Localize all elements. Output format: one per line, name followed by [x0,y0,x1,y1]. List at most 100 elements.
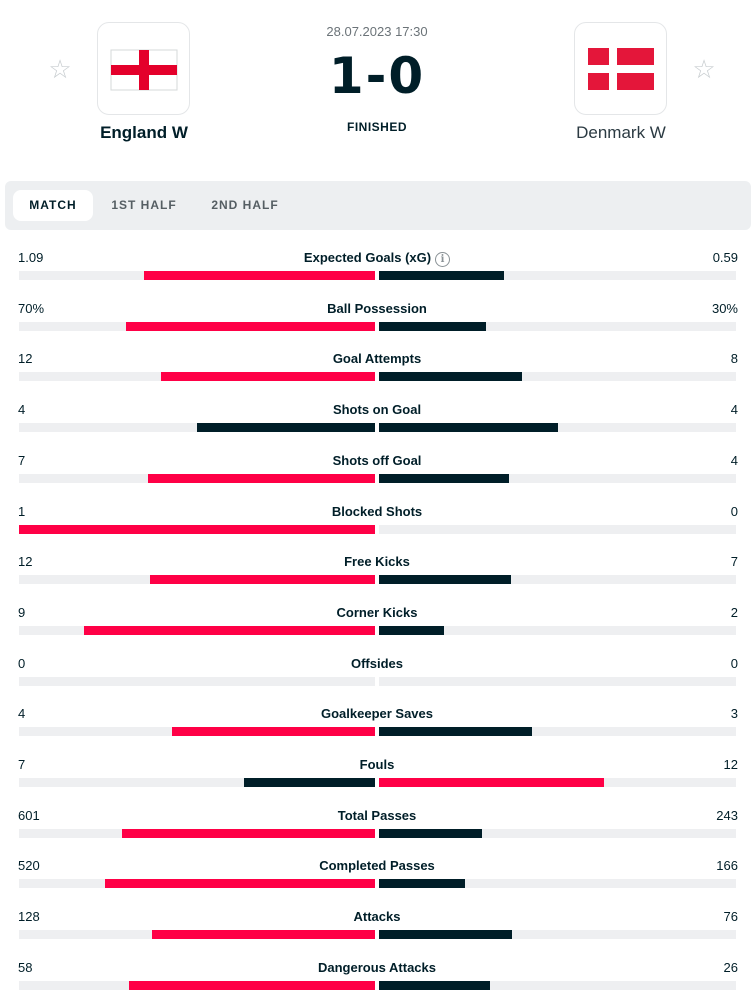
away-stat-bar [379,625,444,635]
stat-label-text: Attacks [353,909,401,925]
home-stat-bar [171,727,375,737]
stat-row: 12 Free Kicks 7 [0,544,754,594]
stat-row: 4 Shots on Goal 4 [0,392,754,442]
away-stat-bar-track [379,980,736,990]
home-stat-bar-track [19,372,375,382]
stat-away-value: 76 [723,909,738,925]
home-stat-bar [125,321,375,331]
home-stat-bar [19,524,375,534]
stat-away-value: 8 [730,351,738,367]
away-stat-bar [379,930,512,940]
match-datetime: 28.07.2023 17:30 [326,24,428,39]
stat-label-text: Expected Goals (xG) [303,250,432,265]
stat-home-value: 70% [18,300,45,316]
home-stat-bar [151,930,375,940]
stat-away-value: 3 [730,706,738,722]
stat-away-value: 0.59 [712,250,738,265]
home-stat-bar [161,372,375,382]
stat-row: 7 Fouls 12 [0,747,754,797]
away-stat-bar-track [379,676,736,686]
away-stat-bar-track [379,372,736,382]
home-stat-bar [243,778,375,787]
away-stat-bar-track [379,727,736,737]
stat-label: Corner Kicks [227,605,527,620]
stat-row: 601 Total Passes 243 [0,798,754,848]
home-stat-bar-track [19,423,375,433]
away-stat-bar [379,321,487,331]
home-stat-bar-track [19,727,375,737]
home-team-logo[interactable] [97,22,190,115]
stat-home-value: 58 [18,959,33,975]
away-stat-bar [379,575,511,585]
stat-label-text: Fouls [359,757,395,772]
stat-away-value: 243 [716,807,738,823]
stat-row: 1.09 Expected Goals (xG) i 0.59 [0,240,754,290]
home-stat-bar [144,271,375,280]
home-stat-bar [83,625,375,635]
stat-label: Fouls [227,757,527,772]
away-stat-bar-track [379,524,736,534]
home-stat-bar-track [19,473,375,483]
stat-away-value: 30% [711,300,738,316]
away-stat-bar [379,473,509,483]
stat-label-text: Goal Attempts [332,351,422,367]
away-stat-bar-track [379,828,736,838]
away-stat-bar-track [379,778,736,787]
home-stat-bar [129,980,375,990]
home-stat-bar [197,423,375,433]
stat-label: Expected Goals (xG) i [227,250,527,267]
away-stat-bar [379,828,482,838]
stat-home-value: 1 [18,503,26,519]
denmark-flag-icon [588,48,654,90]
home-stat-bar-track [19,524,375,534]
home-stat-bar-track [19,980,375,990]
stat-home-value: 4 [18,402,26,418]
away-stat-bar-track [379,930,736,940]
home-stat-bar-track [19,879,375,889]
stat-away-value: 4 [730,452,738,468]
home-stat-bar-track [19,778,375,787]
stat-home-value: 4 [18,706,26,722]
away-stat-bar [379,271,505,280]
stat-row: 58 Dangerous Attacks 26 [0,950,754,1000]
home-stat-bar-track [19,930,375,940]
stat-label: Offsides [227,656,527,671]
home-stat-bar [121,828,375,838]
stat-row: 0 Offsides 0 [0,646,754,696]
tab-1st-half[interactable]: 1ST HALF [111,198,177,212]
tab-2nd-half[interactable]: 2ND HALF [211,198,279,212]
stat-row: 520 Completed Passes 166 [0,848,754,898]
stat-label-text: Shots on Goal [332,402,422,418]
stat-home-value: 520 [18,858,40,874]
stat-home-value: 7 [18,757,26,772]
stat-home-value: 12 [18,554,33,570]
info-icon[interactable]: i [435,252,451,267]
away-team-logo[interactable] [574,22,667,115]
away-stat-bar [379,372,522,382]
stat-label: Attacks [227,909,527,924]
home-stat-bar-track [19,676,375,686]
home-stat-bar-track [19,321,375,331]
away-stat-bar [379,423,558,433]
tab-match[interactable]: MATCH [13,190,93,221]
stat-label-text: Shots off Goal [332,452,422,468]
stat-away-value: 4 [730,402,738,418]
home-stat-bar [150,575,375,585]
stat-label: Completed Passes [227,858,527,873]
stat-label-text: Dangerous Attacks [318,959,436,975]
away-stat-bar [379,980,490,990]
stat-home-value: 0 [18,655,26,671]
stat-label: Shots off Goal [227,453,527,468]
stat-label: Goalkeeper Saves [227,706,527,721]
stat-home-value: 12 [18,351,33,367]
period-tabs: MATCH 1ST HALF 2ND HALF [5,181,751,230]
stat-label: Blocked Shots [227,504,527,519]
home-team-name[interactable]: England W [100,123,188,142]
favorite-home-star-icon[interactable]: ☆ [48,54,72,84]
away-stat-bar-track [379,473,736,483]
away-stat-bar-track [379,879,736,889]
match-score: 1-0 [328,47,426,105]
favorite-away-star-icon[interactable]: ☆ [692,54,716,84]
stat-away-value: 0 [730,503,738,519]
away-team-name[interactable]: Denmark W [576,123,666,142]
